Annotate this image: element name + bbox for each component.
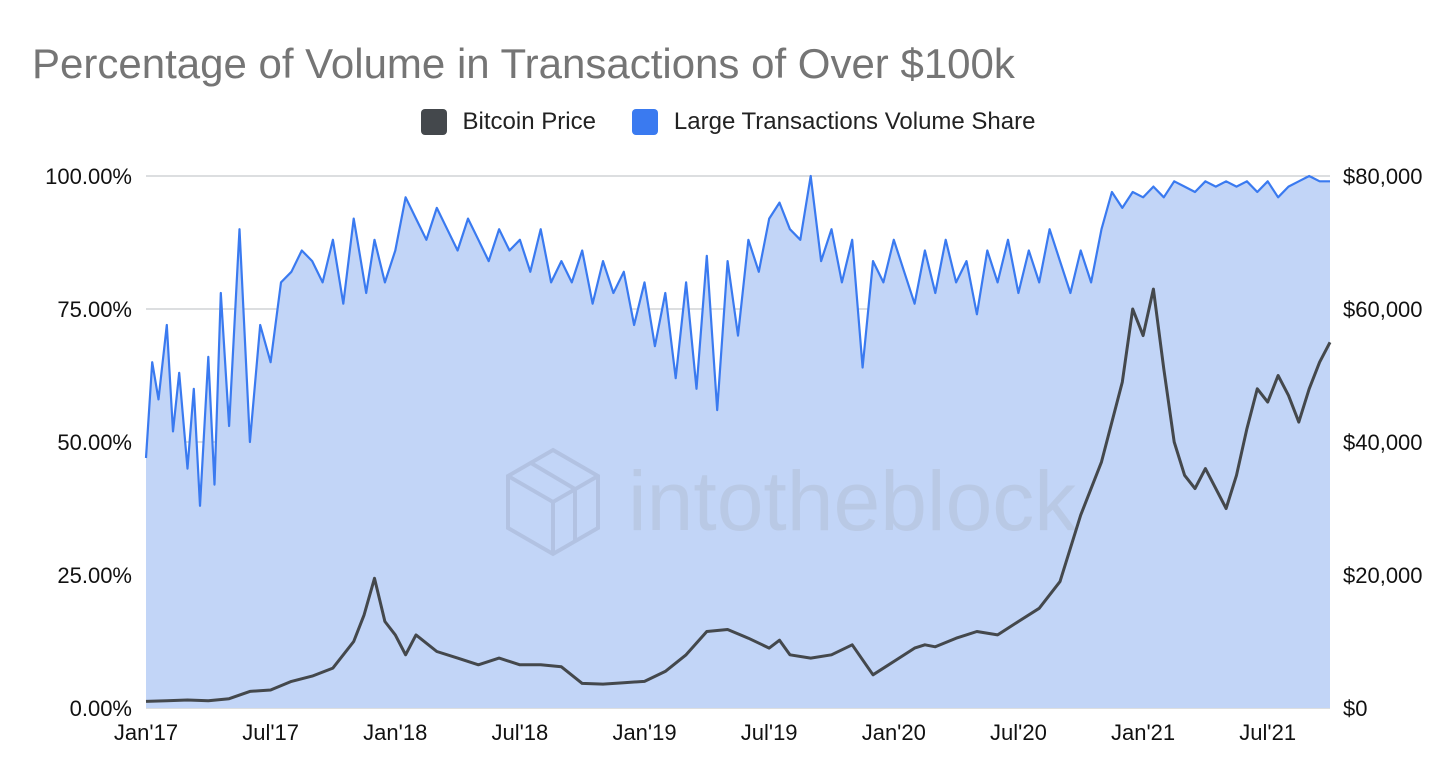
x-tick-label: Jan'20 <box>862 720 926 745</box>
x-tick-label: Jul'20 <box>990 720 1047 745</box>
legend: Bitcoin Price Large Transactions Volume … <box>0 108 1456 136</box>
left-axis-ticks: 0.00% 25.00% 50.00% 75.00% 100.00% <box>45 164 132 721</box>
x-tick-label: Jan'17 <box>114 720 178 745</box>
watermark: intotheblock <box>506 447 1077 557</box>
watermark-text: intotheblock <box>628 454 1077 548</box>
y-right-tick-label: $20,000 <box>1343 563 1423 588</box>
x-tick-label: Jul'19 <box>741 720 798 745</box>
legend-label-bitcoin-price: Bitcoin Price <box>462 108 596 135</box>
legend-item-volume-share[interactable]: Large Transactions Volume Share <box>631 108 1036 136</box>
right-axis-ticks: $0 $20,000 $40,000 $60,000 $80,000 <box>1343 164 1423 721</box>
bitcoin-price-series <box>145 287 1332 703</box>
y-left-tick-label: 0.00% <box>70 696 132 721</box>
volume-share-area-fill <box>146 176 1330 708</box>
legend-item-bitcoin-price[interactable]: Bitcoin Price <box>420 108 596 136</box>
legend-label-volume-share: Large Transactions Volume Share <box>673 108 1036 135</box>
y-right-tick-label: $0 <box>1343 696 1367 721</box>
y-right-tick-label: $60,000 <box>1343 297 1423 322</box>
y-left-tick-label: 100.00% <box>45 164 132 189</box>
legend-swatch-volume-share <box>631 109 658 135</box>
x-tick-label: Jul'18 <box>491 720 548 745</box>
chart-title: Percentage of Volume in Transactions of … <box>32 40 1015 87</box>
x-tick-label: Jul'21 <box>1239 720 1296 745</box>
bitcoin-price-line <box>145 287 1332 703</box>
volume-share-line <box>144 174 1330 507</box>
x-tick-label: Jan'19 <box>612 720 676 745</box>
x-tick-label: Jan'21 <box>1111 720 1175 745</box>
volume-share-series <box>144 174 1330 708</box>
y-left-tick-label: 50.00% <box>57 430 132 455</box>
x-axis-ticks: Jan'17 Jul'17 Jan'18 Jul'18 Jan'19 Jul'19 Jan'… <box>114 720 1296 745</box>
y-right-tick-label: $40,000 <box>1343 430 1423 455</box>
x-tick-label: Jul'17 <box>242 720 299 745</box>
watermark-logo-icon <box>506 447 600 557</box>
y-right-tick-label: $80,000 <box>1343 164 1423 189</box>
x-tick-label: Jan'18 <box>363 720 427 745</box>
y-left-tick-label: 25.00% <box>57 563 132 588</box>
y-left-tick-label: 75.00% <box>57 297 132 322</box>
legend-swatch-bitcoin-price <box>420 109 447 135</box>
